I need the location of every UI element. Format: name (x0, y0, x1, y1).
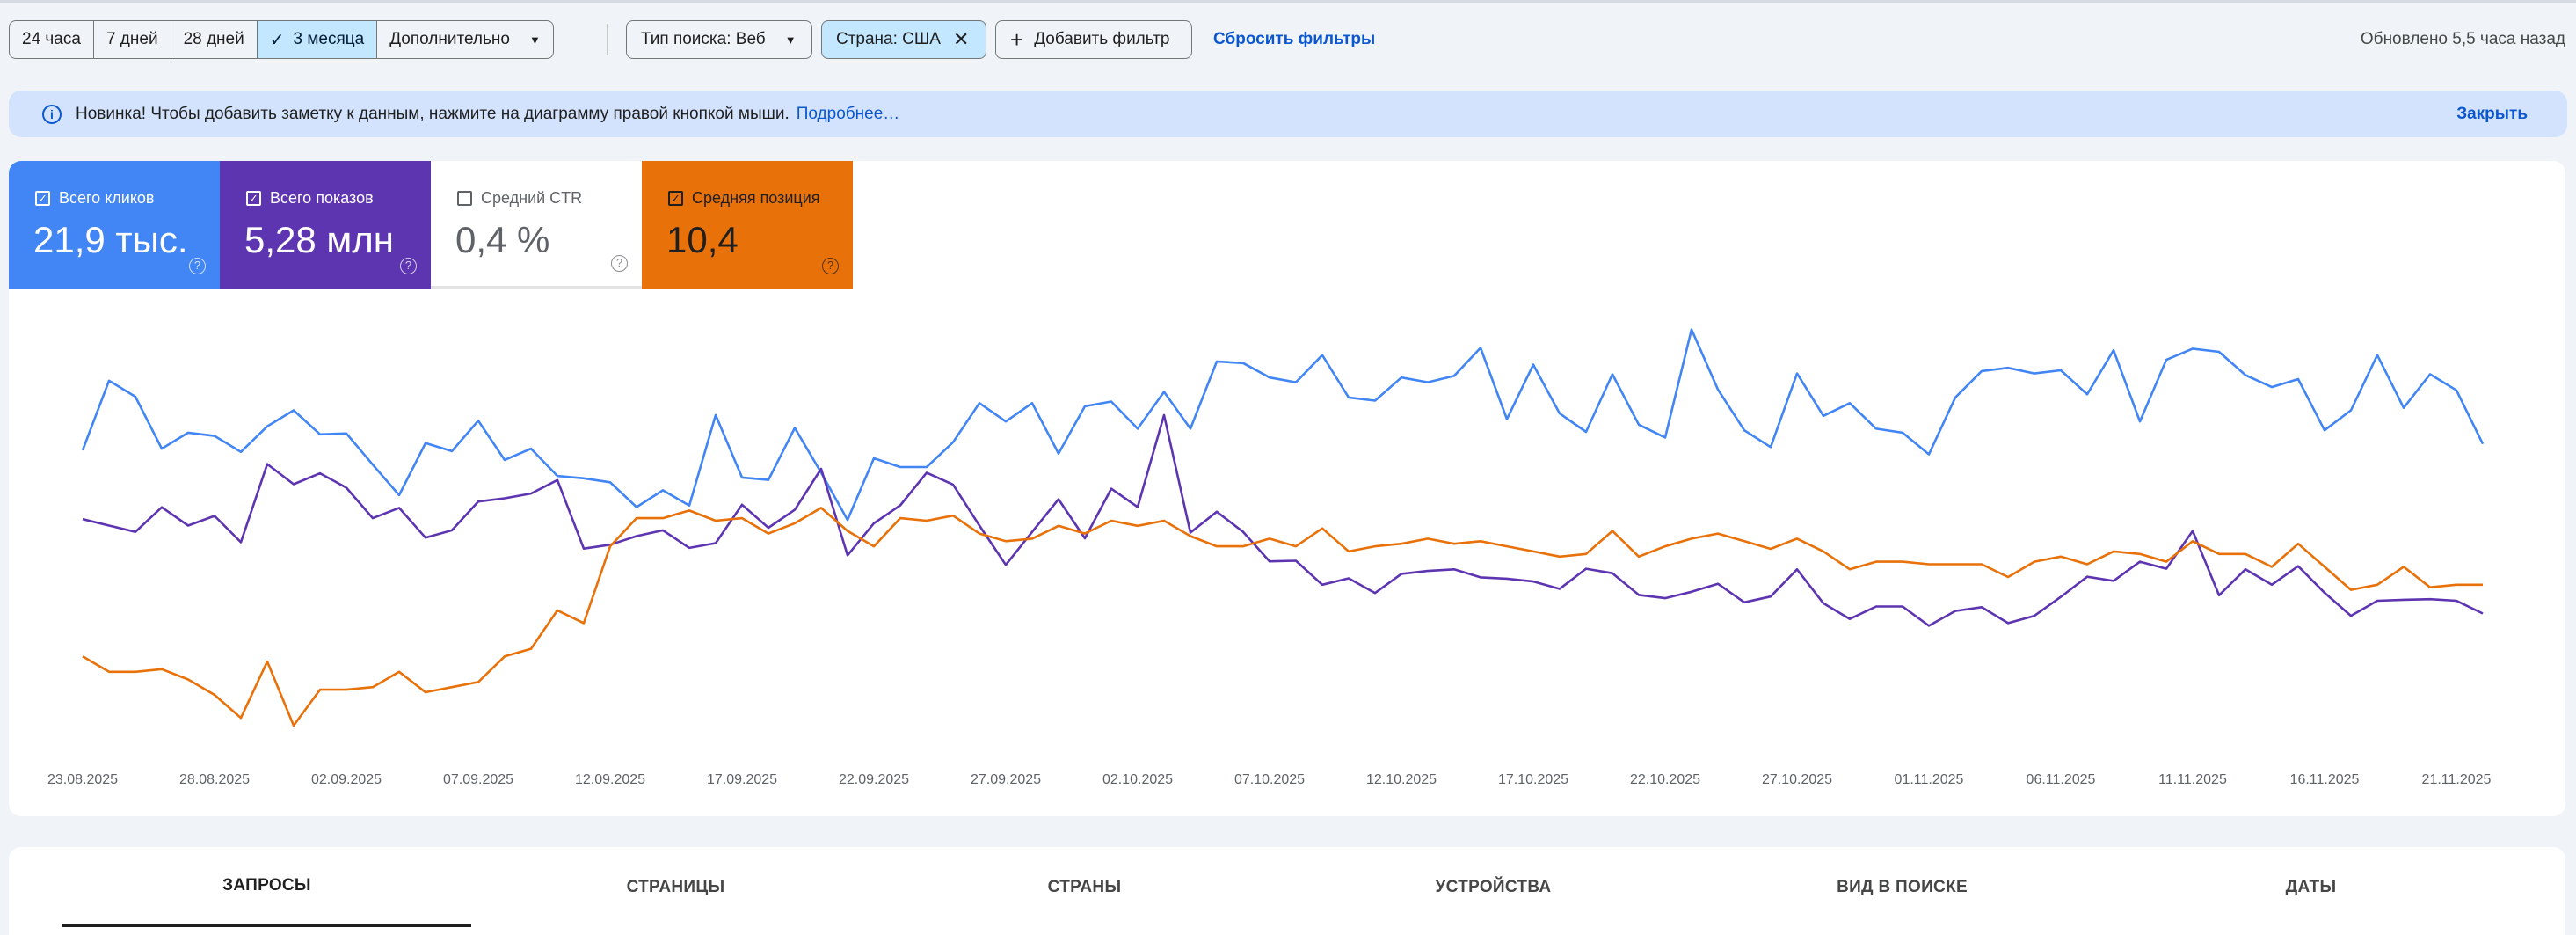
metric-card-clicks[interactable]: ✓ Всего кликов 21,9 тыс. ? (9, 161, 220, 289)
metric-value: 21,9 тыс. (33, 219, 188, 260)
updated-status: Обновлено 5,5 часа назад (2360, 30, 2565, 48)
tab-search-appearance[interactable]: ВИД В ПОИСКЕ (1837, 877, 1968, 896)
info-icon: i (42, 104, 62, 124)
x-tick-label: 17.09.2025 (707, 772, 777, 787)
tab-queries[interactable]: ЗАПРОСЫ (62, 847, 471, 927)
report-tabs: ЗАПРОСЫ СТРАНИЦЫ СТРАНЫ УСТРОЙСТВА ВИД В… (9, 847, 2565, 935)
help-icon[interactable]: ? (189, 258, 206, 274)
caret-down-icon: ▼ (528, 33, 541, 47)
x-tick-label: 22.09.2025 (839, 772, 909, 787)
add-filter-button[interactable]: + Добавить фильтр (995, 20, 1192, 59)
metric-card-ctr[interactable]: Средний CTR 0,4 % ? (431, 161, 642, 289)
series-line-0[interactable] (81, 328, 2485, 522)
checkbox-checked-icon[interactable]: ✓ (246, 191, 261, 206)
close-banner-button[interactable]: Закрыть (2456, 104, 2528, 123)
x-tick-label: 02.10.2025 (1102, 772, 1173, 787)
checkbox-unchecked-icon[interactable] (457, 191, 472, 206)
performance-chart[interactable]: 23.08.2025 28.08.2025 02.09.2025 07.09.2025… (9, 290, 2565, 809)
x-tick-label: 02.09.2025 (311, 772, 382, 787)
help-icon[interactable]: ? (822, 258, 839, 274)
series-line-2[interactable] (82, 507, 2483, 727)
metric-label: Всего кликов (59, 189, 155, 207)
search-type-filter[interactable]: Тип поиска: Веб ▼ (626, 20, 812, 59)
range-3m[interactable]: ✓ 3 месяца (257, 21, 378, 58)
metric-card-position[interactable]: ✓ Средняя позиция 10,4 ? (642, 161, 853, 289)
checkbox-checked-icon[interactable]: ✓ (668, 191, 683, 206)
checkbox-checked-icon[interactable]: ✓ (35, 191, 50, 206)
x-tick-label: 07.09.2025 (443, 772, 513, 787)
close-icon[interactable]: ✕ (952, 28, 970, 50)
x-tick-label: 12.10.2025 (1366, 772, 1437, 787)
metric-value: 5,28 млн (244, 219, 394, 260)
check-icon: ✓ (269, 30, 285, 50)
performance-panel: ✓ Всего кликов 21,9 тыс. ? ✓ Всего показов… (9, 161, 2565, 816)
range-7d[interactable]: 7 дней (94, 21, 171, 58)
filter-bar: 24 часа 7 дней 28 дней ✓ 3 месяца Дополни… (9, 20, 2567, 59)
range-label: 3 месяца (293, 30, 365, 48)
metric-label: Средняя позиция (692, 189, 820, 207)
date-range-selector: 24 часа 7 дней 28 дней ✓ 3 месяца Дополни… (9, 20, 554, 59)
x-tick-label: 12.09.2025 (575, 772, 645, 787)
range-label: 24 часа (22, 30, 81, 48)
search-type-label: Тип поиска: Веб (641, 30, 766, 48)
metric-label: Всего показов (270, 189, 374, 207)
banner-text: Новинка! Чтобы добавить заметку к данным… (76, 104, 790, 123)
series-line-1[interactable] (82, 413, 2484, 627)
tab-pages[interactable]: СТРАНИЦЫ (626, 877, 725, 896)
metric-label: Средний CTR (481, 189, 583, 207)
range-label: 7 дней (106, 30, 158, 48)
range-more-dropdown[interactable]: Дополнительно ▼ (377, 21, 553, 58)
x-tick-label: 11.11.2025 (2158, 772, 2227, 787)
country-filter-chip[interactable]: Страна: США ✕ (821, 20, 986, 59)
range-28d[interactable]: 28 дней (171, 21, 258, 58)
more-label: Дополнительно (389, 30, 510, 48)
tab-dates[interactable]: ДАТЫ (2285, 877, 2337, 896)
x-tick-label: 23.08.2025 (47, 772, 118, 787)
tab-countries[interactable]: СТРАНЫ (1047, 877, 1122, 896)
x-tick-label: 17.10.2025 (1498, 772, 1568, 787)
caret-down-icon: ▼ (784, 33, 797, 47)
top-divider (0, 0, 2576, 3)
x-tick-label: 06.11.2025 (2027, 772, 2096, 787)
range-24h[interactable]: 24 часа (10, 21, 94, 58)
divider (607, 24, 608, 55)
help-icon[interactable]: ? (611, 255, 628, 272)
x-tick-label: 27.09.2025 (971, 772, 1041, 787)
x-tick-label: 22.10.2025 (1630, 772, 1700, 787)
tab-devices[interactable]: УСТРОЙСТВА (1435, 877, 1552, 896)
add-filter-label: Добавить фильтр (1034, 30, 1170, 48)
plus-icon: + (1010, 26, 1024, 53)
range-label: 28 дней (183, 30, 244, 48)
help-icon[interactable]: ? (400, 258, 417, 274)
country-label: Страна: США (836, 30, 941, 48)
x-tick-label: 27.10.2025 (1762, 772, 1832, 787)
learn-more-link[interactable]: Подробнее… (796, 104, 900, 123)
info-banner: i Новинка! Чтобы добавить заметку к данн… (9, 91, 2567, 137)
metric-card-impressions[interactable]: ✓ Всего показов 5,28 млн ? (220, 161, 431, 289)
metric-value: 0,4 % (455, 219, 550, 260)
x-tick-label: 28.08.2025 (179, 772, 250, 787)
x-tick-label: 21.11.2025 (2422, 772, 2492, 787)
x-tick-label: 16.11.2025 (2290, 772, 2360, 787)
x-tick-label: 01.11.2025 (1895, 772, 1964, 787)
metric-value: 10,4 (666, 219, 739, 260)
x-tick-label: 07.10.2025 (1234, 772, 1305, 787)
reset-filters-link[interactable]: Сбросить фильтры (1213, 30, 1376, 48)
